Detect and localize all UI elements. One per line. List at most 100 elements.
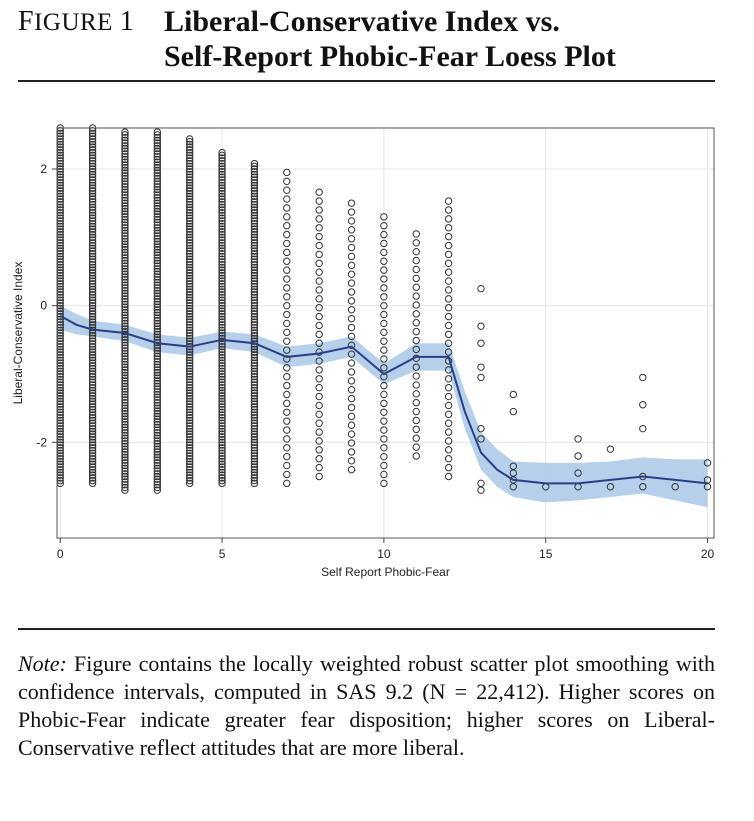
scatter-point — [218, 255, 226, 263]
scatter-point — [153, 210, 162, 218]
scatter-point — [250, 471, 259, 479]
scatter-point — [315, 206, 323, 214]
scatter-point — [185, 250, 194, 258]
scatter-point — [218, 250, 226, 258]
scatter-point — [185, 375, 194, 384]
scatter-point — [250, 422, 259, 430]
scatter-point — [153, 401, 162, 410]
scatter-point — [218, 209, 226, 217]
scatter-point — [250, 386, 259, 395]
scatter-point — [250, 433, 259, 441]
scatter-point — [218, 441, 226, 449]
scatter-point — [185, 203, 194, 211]
x-tick-label: 0 — [57, 547, 64, 561]
scatter-point — [250, 479, 259, 488]
scatter-point — [153, 409, 162, 418]
scatter-point — [153, 188, 162, 196]
scatter-point — [250, 214, 259, 222]
scatter-point — [412, 319, 420, 327]
scatter-point — [153, 459, 162, 467]
scatter-point — [283, 452, 291, 461]
scatter-point — [185, 269, 194, 277]
scatter-point — [250, 271, 259, 280]
scatter-point — [88, 233, 97, 242]
scatter-point — [283, 461, 291, 470]
scatter-point — [347, 297, 356, 305]
scatter-point — [88, 455, 97, 463]
scatter-point — [88, 170, 97, 179]
scatter-point — [88, 367, 97, 375]
scatter-point — [250, 217, 259, 225]
scatter-point — [153, 407, 162, 415]
scatter-point — [121, 448, 129, 456]
scatter-point — [218, 299, 226, 307]
scatter-point — [250, 184, 259, 192]
note-lead: Note: — [18, 651, 67, 676]
scatter-point — [218, 269, 226, 277]
scatter-point — [218, 359, 226, 367]
scatter-point — [121, 486, 129, 494]
scatter-point — [606, 445, 615, 453]
scatter-point — [121, 314, 129, 322]
scatter-point — [250, 252, 259, 261]
scatter-point — [477, 486, 485, 494]
scatter-point — [477, 322, 485, 330]
scatter-point — [185, 457, 194, 466]
scatter-point — [315, 250, 323, 259]
scatter-point — [88, 146, 97, 154]
scatter-point — [121, 399, 129, 407]
scatter-point — [250, 209, 259, 217]
scatter-point — [121, 341, 129, 350]
scatter-point — [185, 154, 194, 162]
scatter-point — [218, 291, 226, 299]
scatter-point — [185, 282, 194, 291]
scatter-point — [477, 284, 485, 293]
scatter-point — [153, 204, 162, 213]
scatter-point — [121, 415, 129, 423]
scatter-point — [153, 256, 162, 265]
scatter-point — [88, 269, 97, 277]
scatter-point — [218, 438, 226, 447]
scatter-point — [218, 348, 226, 356]
scatter-point — [88, 394, 97, 403]
scatter-point — [185, 157, 194, 165]
scatter-point — [153, 385, 162, 393]
scatter-point — [347, 448, 356, 456]
scatter-point — [88, 214, 97, 222]
scatter-point — [218, 176, 226, 184]
scatter-point — [185, 236, 194, 244]
scatter-point — [218, 189, 226, 198]
scatter-point — [218, 435, 226, 444]
scatter-point — [121, 393, 129, 401]
scatter-point — [121, 338, 129, 347]
scatter-point — [380, 408, 388, 416]
figure-label-rest: IGURE — [34, 9, 113, 36]
scatter-point — [121, 300, 129, 309]
scatter-point — [88, 403, 97, 411]
scatter-point — [380, 337, 388, 345]
scatter-point — [218, 465, 226, 474]
scatter-point — [218, 444, 226, 452]
scatter-point — [153, 374, 162, 382]
scatter-point — [153, 235, 162, 243]
scatter-point — [121, 407, 129, 415]
scatter-point — [283, 284, 291, 292]
scatter-point — [185, 239, 194, 247]
scatter-point — [121, 292, 129, 300]
scatter-point — [88, 353, 97, 362]
scatter-point — [347, 323, 356, 332]
scatter-point — [477, 424, 485, 433]
scatter-point — [412, 345, 420, 354]
scatter-point — [218, 230, 226, 239]
scatter-point — [250, 206, 259, 214]
scatter-point — [380, 239, 388, 248]
scatter-point — [121, 273, 129, 281]
scatter-point — [153, 163, 162, 172]
scatter-point — [185, 479, 194, 488]
scatter-point — [121, 144, 129, 153]
scatter-point — [153, 363, 162, 371]
scatter-point — [121, 472, 129, 481]
scatter-point — [218, 400, 226, 408]
x-tick-label: 10 — [377, 547, 391, 561]
scatter-point — [347, 314, 356, 323]
